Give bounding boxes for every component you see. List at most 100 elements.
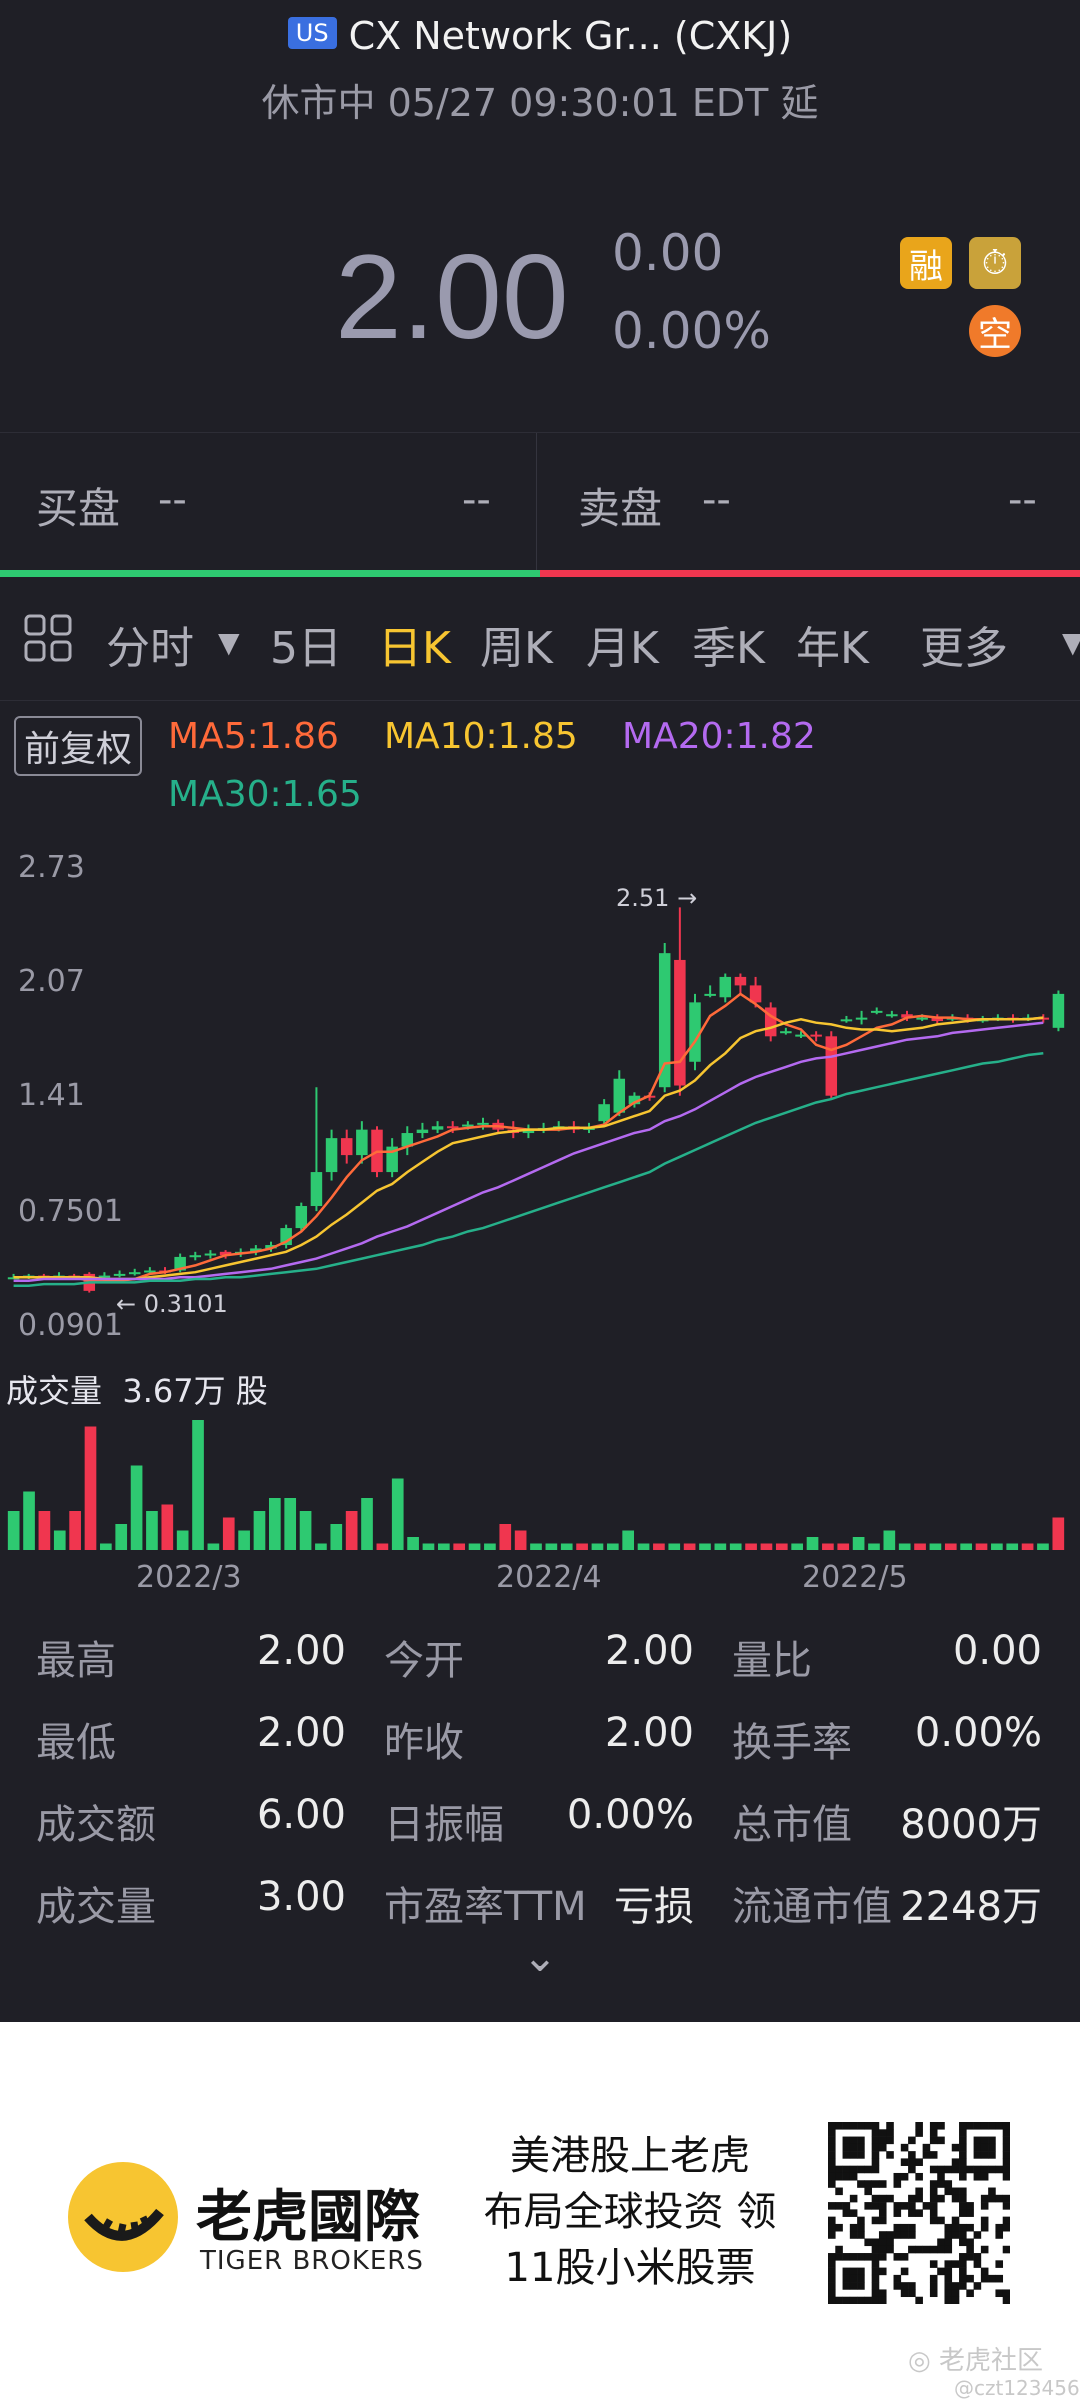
- qr-module: [893, 2231, 902, 2239]
- qr-module: [886, 2129, 894, 2137]
- history-icon[interactable]: ⏱: [969, 237, 1021, 289]
- candle-body: [522, 1129, 535, 1134]
- qr-module: [908, 2231, 916, 2239]
- volume-bar: [1037, 1543, 1049, 1550]
- qr-code[interactable]: [828, 2122, 1010, 2304]
- qr-module: [893, 2253, 902, 2261]
- x-tick-label: 2022/5: [802, 1560, 908, 1595]
- tab-yearly-k[interactable]: 年K: [796, 623, 869, 674]
- qr-module: [828, 2260, 836, 2268]
- promo-footer: 老虎國際 TIGER BROKERS 美港股上老虎 布局全球投资 领 11股小米…: [0, 2022, 1080, 2408]
- qr-module: [878, 2253, 887, 2261]
- qr-module: [849, 2253, 858, 2261]
- qr-module: [908, 2165, 916, 2174]
- qr-module: [871, 2165, 880, 2174]
- layout-grid-icon[interactable]: [24, 614, 74, 675]
- tab-quarterly-k[interactable]: 季K: [692, 623, 765, 674]
- qr-module: [951, 2223, 960, 2232]
- qr-module: [857, 2274, 865, 2283]
- candle-body: [764, 1007, 777, 1037]
- expand-chevron-icon[interactable]: ⌄: [522, 1932, 558, 1981]
- qr-module: [937, 2122, 945, 2130]
- tab-monthly-k[interactable]: 月K: [586, 623, 659, 674]
- qr-module: [878, 2136, 887, 2145]
- volume-bar: [883, 1530, 896, 1550]
- qr-module: [857, 2136, 865, 2145]
- margin-badge-icon[interactable]: 融: [900, 237, 952, 289]
- stock-title: US CX Network Gr... (CXKJ): [0, 14, 1080, 58]
- tab-intraday[interactable]: 分时: [106, 623, 194, 674]
- qr-module: [937, 2136, 945, 2145]
- qr-module: [864, 2187, 872, 2196]
- qr-module: [849, 2223, 858, 2232]
- qr-module: [929, 2289, 938, 2298]
- qr-module: [878, 2238, 887, 2247]
- qr-module: [842, 2274, 851, 2283]
- volume-bar: [100, 1543, 112, 1550]
- volume-bar: [699, 1543, 711, 1550]
- qr-module: [828, 2202, 836, 2210]
- short-sell-badge-icon[interactable]: 空: [969, 305, 1021, 357]
- qr-module: [849, 2267, 858, 2276]
- qr-module: [878, 2194, 887, 2203]
- more-caret-icon[interactable]: ▼: [1062, 626, 1080, 659]
- qr-module: [915, 2194, 923, 2203]
- qr-module: [929, 2282, 938, 2290]
- qr-module: [871, 2253, 880, 2261]
- qr-module: [944, 2165, 953, 2174]
- low-marker-value: 0.3101: [143, 1290, 228, 1318]
- candle-body: [810, 1034, 822, 1037]
- adjust-mode-button[interactable]: 前复权: [14, 716, 143, 776]
- qr-module: [922, 2245, 931, 2254]
- bid-label: 买盘: [36, 484, 121, 533]
- qr-module: [959, 2274, 967, 2283]
- volume-bar: [775, 1543, 788, 1550]
- qr-module: [988, 2151, 996, 2159]
- tiger-logo-icon: [68, 2162, 178, 2272]
- ma5-label: MA5:1.86: [168, 716, 339, 757]
- volume-bar: [868, 1543, 880, 1550]
- volume-bar: [745, 1543, 757, 1550]
- qr-module: [871, 2129, 880, 2137]
- qr-module: [995, 2122, 1004, 2130]
- qr-module: [944, 2223, 953, 2232]
- tab-more[interactable]: 更多: [920, 623, 1008, 674]
- qr-module: [886, 2245, 894, 2254]
- qr-module: [828, 2274, 836, 2283]
- volume-bar: [284, 1498, 297, 1550]
- volume-bar: [484, 1543, 496, 1550]
- stock-name: CX Network Gr... (CXKJ): [348, 14, 793, 58]
- tab-5day[interactable]: 5日: [270, 623, 342, 674]
- qr-module: [864, 2238, 872, 2247]
- qr-module: [857, 2231, 865, 2239]
- qr-module: [995, 2231, 1004, 2239]
- qr-module: [951, 2296, 960, 2304]
- qr-module: [878, 2209, 887, 2217]
- caret-down-icon[interactable]: ▼: [218, 626, 240, 659]
- volume-bar: [791, 1543, 803, 1550]
- candlestick-chart[interactable]: [0, 840, 1080, 1340]
- qr-module: [849, 2282, 858, 2290]
- qr-module: [929, 2151, 938, 2159]
- qr-module: [1002, 2158, 1010, 2166]
- volume-bar: [269, 1498, 281, 1550]
- candle-body: [704, 993, 716, 996]
- volume-chart[interactable]: [0, 1410, 1080, 1554]
- candle-body: [431, 1126, 444, 1130]
- qr-module: [878, 2202, 887, 2210]
- qr-module: [828, 2172, 836, 2181]
- qr-module: [893, 2282, 902, 2290]
- qr-module: [1002, 2122, 1010, 2130]
- qr-module: [857, 2216, 865, 2225]
- qr-module: [995, 2165, 1004, 2174]
- tab-weekly-k[interactable]: 周K: [480, 623, 553, 674]
- qr-module: [886, 2136, 894, 2145]
- volume-bar: [499, 1524, 512, 1550]
- qr-module: [944, 2274, 953, 2283]
- qr-module: [871, 2282, 880, 2290]
- qr-module: [959, 2129, 967, 2137]
- stat-label: 成交额: [36, 1802, 156, 1848]
- qr-module: [857, 2165, 865, 2174]
- qr-module: [1002, 2151, 1010, 2159]
- tab-daily-k[interactable]: 日K: [378, 623, 451, 674]
